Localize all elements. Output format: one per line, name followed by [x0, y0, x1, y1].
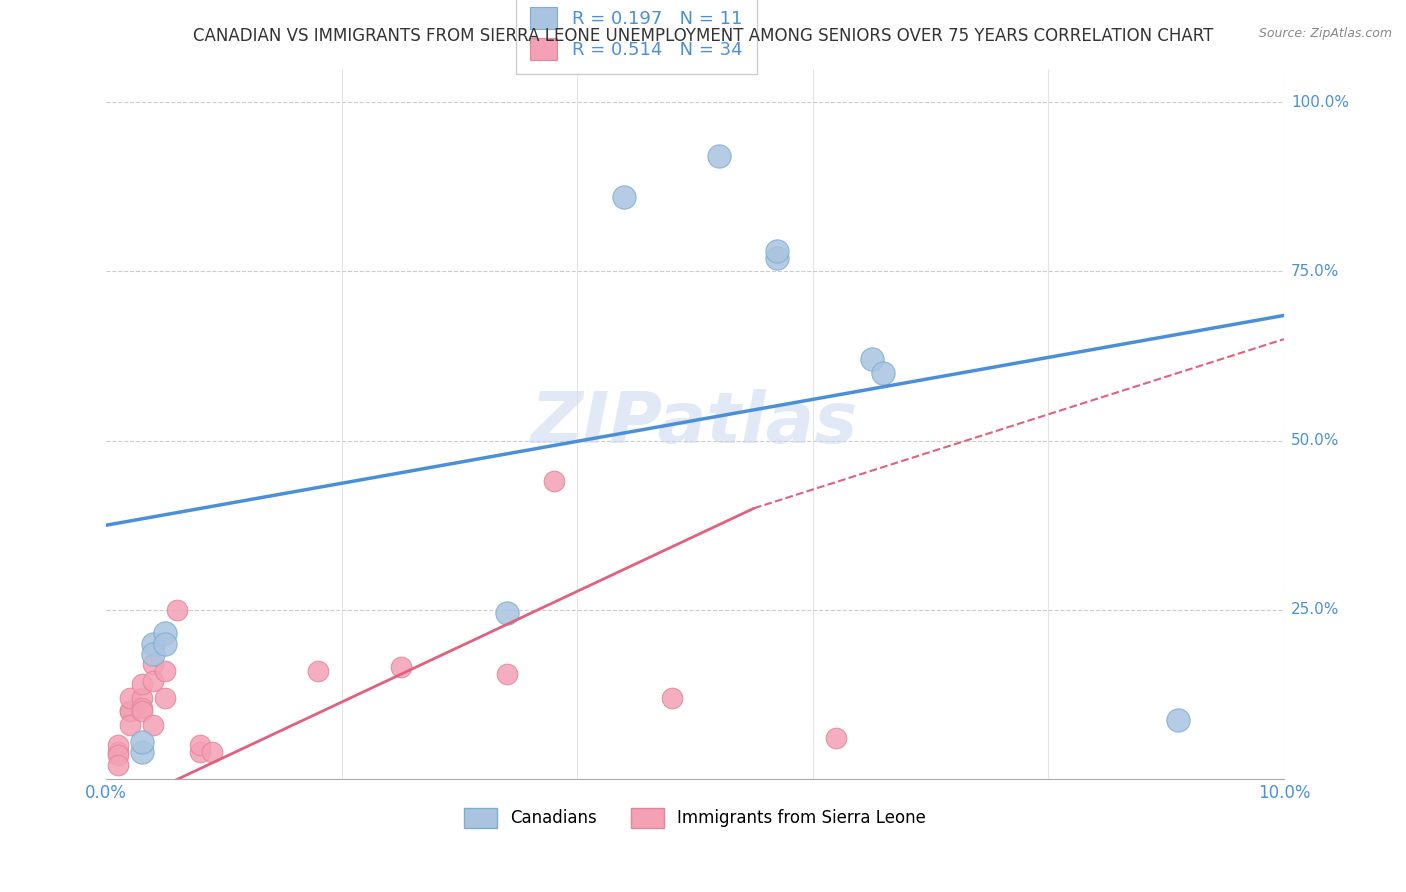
Point: [131, 735, 153, 749]
Point: [131, 704, 153, 718]
Point: [661, 690, 683, 705]
Text: CANADIAN VS IMMIGRANTS FROM SIERRA LEONE UNEMPLOYMENT AMONG SENIORS OVER 75 YEAR: CANADIAN VS IMMIGRANTS FROM SIERRA LEONE…: [193, 27, 1213, 45]
Point: [118, 690, 141, 705]
Text: 50.0%: 50.0%: [1291, 434, 1339, 448]
Point: [131, 677, 153, 691]
Point: [131, 690, 153, 705]
Point: [107, 758, 129, 772]
Point: [118, 718, 141, 732]
Text: Source: ZipAtlas.com: Source: ZipAtlas.com: [1258, 27, 1392, 40]
Point: [872, 366, 894, 380]
Point: [131, 701, 153, 715]
Point: [543, 474, 565, 488]
Point: [166, 603, 188, 617]
Text: 100.0%: 100.0%: [1291, 95, 1348, 110]
Point: [153, 637, 176, 651]
Point: [201, 745, 224, 759]
Point: [142, 718, 165, 732]
Point: [495, 606, 517, 620]
Point: [153, 664, 176, 678]
Point: [825, 731, 848, 746]
Text: 25.0%: 25.0%: [1291, 602, 1339, 617]
Point: [131, 745, 153, 759]
Point: [307, 664, 329, 678]
Text: 75.0%: 75.0%: [1291, 264, 1339, 279]
Point: [389, 660, 412, 674]
Point: [142, 647, 165, 661]
Point: [613, 190, 636, 204]
Point: [190, 738, 212, 752]
Point: [190, 745, 212, 759]
Point: [860, 352, 883, 367]
Point: [118, 704, 141, 718]
Point: [107, 748, 129, 763]
Point: [153, 626, 176, 640]
Point: [142, 637, 165, 651]
Point: [142, 657, 165, 671]
Point: [153, 690, 176, 705]
Point: [107, 745, 129, 759]
Point: [118, 704, 141, 718]
Legend: Canadians, Immigrants from Sierra Leone: Canadians, Immigrants from Sierra Leone: [457, 801, 932, 835]
Text: ZIPatlas: ZIPatlas: [531, 389, 859, 458]
Point: [707, 149, 730, 163]
Point: [495, 667, 517, 681]
Point: [766, 251, 789, 265]
Point: [107, 738, 129, 752]
Point: [142, 673, 165, 688]
Point: [1167, 713, 1189, 727]
Point: [766, 244, 789, 259]
